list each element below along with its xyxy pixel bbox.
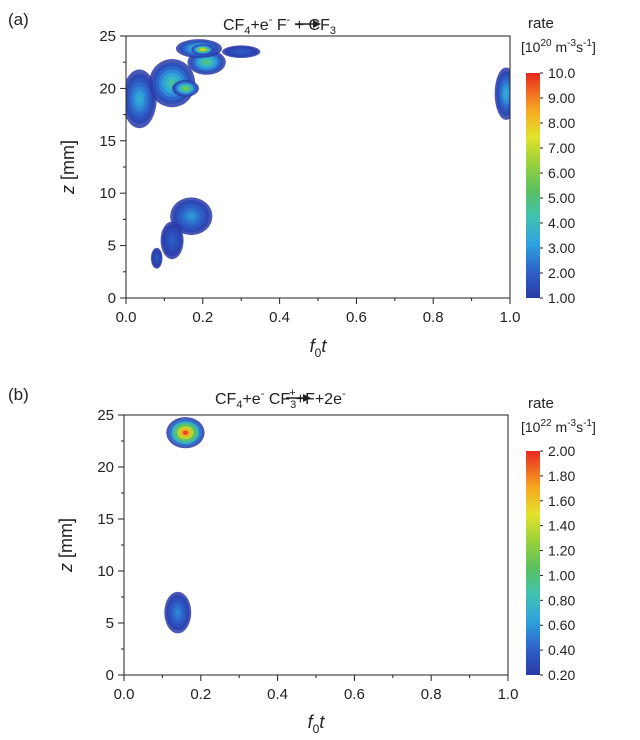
x-tick-label: 0.0 <box>114 686 135 703</box>
colorbar <box>526 73 540 298</box>
colorbar-tick-label: 2.00 <box>548 265 575 281</box>
x-tick-label: 0.4 <box>269 309 290 326</box>
colorbar-tick-label: 0.40 <box>548 642 575 658</box>
x-tick-label: 1.0 <box>500 309 521 326</box>
y-tick-label: 0 <box>106 667 114 684</box>
heatmap-region <box>172 80 199 97</box>
colorbar-tick-label: 0.80 <box>548 592 575 608</box>
colorbar-tick-label: 1.00 <box>548 290 575 306</box>
heatmap-contour <box>504 89 508 98</box>
x-axis: 0.0 0.2 0.4 0.6 0.8 1.0 <box>116 298 521 326</box>
heatmap-contour <box>238 50 244 53</box>
heatmap-contour <box>175 609 180 616</box>
heatmap-regions <box>126 39 510 269</box>
heatmap-region <box>191 44 215 55</box>
y-axis: 0 5 10 15 20 25 <box>99 28 126 307</box>
y-axis-label: z [mm] <box>58 140 78 195</box>
x-tick-label: 0.8 <box>421 686 442 703</box>
panel-label: (b) <box>8 385 29 404</box>
colorbar-tick-label: 0.60 <box>548 617 575 633</box>
chart-title: CF4+e- F- + CF3 <box>223 14 336 37</box>
y-tick-label: 15 <box>99 133 116 150</box>
heatmap-contour <box>136 94 142 104</box>
heatmap-contour <box>188 213 195 219</box>
heatmap-region <box>160 221 184 260</box>
colorbar-tick-label: 6.00 <box>548 165 575 181</box>
x-axis: 0.0 0.2 0.4 0.6 0.8 1.0 <box>114 675 519 703</box>
y-tick-label: 25 <box>97 407 114 424</box>
colorbar-label: rate <box>528 15 554 32</box>
reaction-arrow-icon <box>286 394 311 402</box>
reaction-arrow-icon <box>295 20 321 28</box>
x-tick-label: 0.6 <box>346 309 367 326</box>
heatmap-contour <box>155 256 158 260</box>
y-tick-label: 0 <box>108 290 116 307</box>
colorbar-tick-label: 8.00 <box>548 115 575 131</box>
heatmap-contour <box>183 87 188 90</box>
colorbar-tick-label: 0.20 <box>548 667 575 683</box>
y-tick-label: 15 <box>97 511 114 528</box>
y-tick-label: 20 <box>99 80 116 97</box>
heatmap-contour <box>203 60 210 64</box>
colorbar-label: rate <box>528 395 554 412</box>
colorbar-tick-label: 3.00 <box>548 240 575 256</box>
x-tick-label: 0.0 <box>116 309 137 326</box>
heatmap-contour <box>170 237 174 244</box>
heatmap-region <box>150 247 163 269</box>
colorbar <box>526 451 540 675</box>
colorbar-tick-label: 1.20 <box>548 543 575 559</box>
colorbar-tick-label: 7.00 <box>548 140 575 156</box>
chart-title: CF4+e- CF3++F+2e- <box>215 387 346 411</box>
plot-frame <box>123 414 509 676</box>
heatmap-contour <box>182 430 189 435</box>
colorbar-tick-label: 10.0 <box>548 65 575 81</box>
panel-a: (a) CF4+e- F- + CF3 0.0 0.2 0.4 0.6 0.8 1.0 0… <box>8 10 596 360</box>
y-tick-label: 20 <box>97 459 114 476</box>
x-tick-label: 0.8 <box>423 309 444 326</box>
y-tick-label: 5 <box>108 238 116 255</box>
colorbar-ticks: 2.00 1.80 1.60 1.40 1.20 1.00 0.80 0.60 0.40 0.20 <box>540 443 575 683</box>
heatmap-contour <box>201 48 205 51</box>
heatmap-region <box>170 197 213 236</box>
x-tick-label: 1.0 <box>498 686 519 703</box>
colorbar-tick-label: 1.80 <box>548 468 575 484</box>
colorbar-tick-label: 1.40 <box>548 518 575 534</box>
colorbar-tick-label: 2.00 <box>548 443 575 459</box>
y-tick-label: 10 <box>97 563 114 580</box>
y-axis: 0 5 10 15 20 25 <box>97 407 124 684</box>
y-tick-label: 5 <box>106 615 114 632</box>
panel-label: (a) <box>8 10 29 29</box>
colorbar-tick-label: 4.00 <box>548 215 575 231</box>
x-tick-label: 0.2 <box>190 686 211 703</box>
heatmap-region <box>494 67 510 120</box>
x-axis-label: f0t <box>308 712 326 736</box>
heatmap-regions <box>164 417 205 634</box>
panel-b: (b) CF4+e- CF3++F+2e- 0.0 0.2 0.4 0.6 0.8 1.0… <box>8 385 596 736</box>
heatmap-region <box>126 69 157 129</box>
y-axis-label: z [mm] <box>56 518 76 573</box>
heatmap-region <box>166 417 205 449</box>
heatmap-region <box>222 45 261 59</box>
colorbar-unit: [1022 m-3s-1] <box>521 418 596 435</box>
colorbar-unit: [1020 m-3s-1] <box>521 38 596 55</box>
colorbar-tick-label: 5.00 <box>548 190 575 206</box>
x-axis-label: f0t <box>310 336 328 360</box>
colorbar-tick-label: 9.00 <box>548 90 575 106</box>
y-tick-label: 10 <box>99 185 116 202</box>
heatmap-region <box>164 591 192 634</box>
x-tick-label: 0.4 <box>267 686 288 703</box>
y-tick-label: 25 <box>99 28 116 45</box>
x-tick-label: 0.6 <box>344 686 365 703</box>
colorbar-tick-label: 1.60 <box>548 493 575 509</box>
colorbar-tick-label: 1.00 <box>548 567 575 583</box>
x-tick-label: 0.2 <box>192 309 213 326</box>
colorbar-ticks: 10.0 9.00 8.00 7.00 6.00 5.00 4.00 3.00 2.00 1.00 <box>540 65 575 306</box>
